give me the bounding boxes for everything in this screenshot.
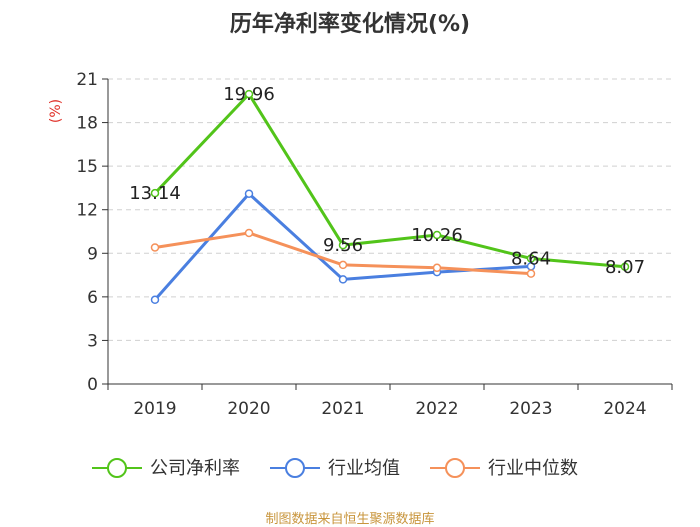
data-label: 9.56 xyxy=(323,235,363,256)
data-point-2 xyxy=(150,295,160,305)
data-point-3 xyxy=(244,228,254,238)
legend-label: 行业均值 xyxy=(328,458,400,479)
y-tick-label: 21 xyxy=(76,70,98,90)
legend-item-3[interactable]: 行业中位数 xyxy=(430,458,578,479)
legend-marker xyxy=(107,458,127,478)
data-point-1 xyxy=(150,188,160,198)
x-tick-label: 2024 xyxy=(603,399,646,419)
series-line-1 xyxy=(153,92,626,269)
legend-item-1[interactable]: 公司净利率 xyxy=(92,458,240,479)
y-axis-label: (%) xyxy=(48,99,64,123)
legend-label: 行业中位数 xyxy=(488,458,578,479)
y-tick-label: 9 xyxy=(87,244,98,264)
data-point-1 xyxy=(244,89,254,99)
grid-layer xyxy=(108,78,672,341)
data-point-2 xyxy=(244,189,254,198)
y-tick-label: 6 xyxy=(87,288,98,308)
legend-marker xyxy=(445,458,465,478)
x-tick-label: 2019 xyxy=(133,399,176,419)
data-point-3 xyxy=(432,263,442,273)
y-tick-label: 18 xyxy=(76,114,98,134)
data-point-3 xyxy=(150,243,160,252)
data-label: 10.26 xyxy=(411,225,463,246)
data-point-1 xyxy=(526,254,536,263)
y-tick-label: 15 xyxy=(76,157,98,177)
x-tick-label: 2020 xyxy=(227,399,270,419)
legend[interactable]: 公司净利率 行业均值 行业中位数 xyxy=(92,458,578,479)
data-point-1 xyxy=(620,262,630,272)
legend-label: 公司净利率 xyxy=(150,458,240,479)
data-label: 13.14 xyxy=(129,183,181,204)
data-label: 8.07 xyxy=(605,257,645,278)
label-layer: 13.14 19.96 9.56 10.26 8.64 8.07 xyxy=(129,84,645,278)
chart-title: 历年净利率变化情况(%) xyxy=(229,12,471,37)
x-tick-label: 2021 xyxy=(321,399,364,419)
x-tick-label: 2022 xyxy=(415,399,458,419)
legend-item-2[interactable]: 行业均值 xyxy=(270,458,400,479)
data-point-3 xyxy=(526,269,536,278)
source-note: 制图数据来自恒生聚源数据库 xyxy=(265,512,435,527)
y-tick-label: 3 xyxy=(87,331,98,351)
y-tick-label: 12 xyxy=(76,201,98,221)
data-point-3 xyxy=(338,260,348,270)
legend-marker xyxy=(285,458,305,478)
y-tick-label: 0 xyxy=(87,375,98,395)
data-point-1 xyxy=(432,230,442,240)
data-point-2 xyxy=(338,275,348,284)
data-point-1 xyxy=(338,240,348,250)
data-label: 19.96 xyxy=(223,84,275,105)
series-layer xyxy=(150,89,630,305)
axis-layer: 0 3 6 9 12 15 18 21 (%) 2019 2020 2021 2022 2023 2024 xyxy=(48,70,673,419)
x-tick-label: 2023 xyxy=(509,399,552,419)
data-label: 8.64 xyxy=(511,249,551,270)
